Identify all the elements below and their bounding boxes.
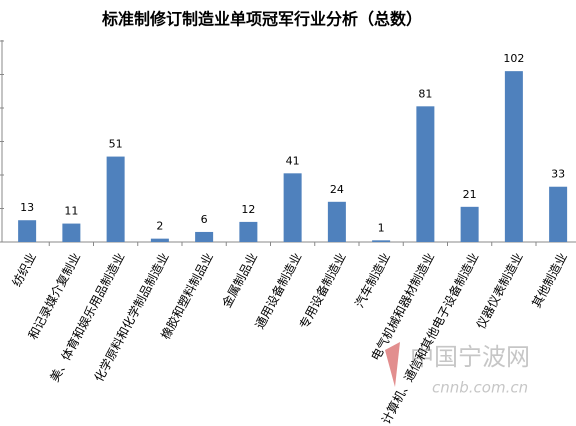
bar xyxy=(195,231,214,242)
value-label: 1 xyxy=(378,221,385,234)
bar xyxy=(150,238,169,242)
x-tick-label: 仪器仪表制造业 xyxy=(474,250,526,331)
value-label: 102 xyxy=(503,52,524,65)
value-label: 24 xyxy=(330,183,344,196)
watermark: 中国宁波网 cnnb.com.cn xyxy=(385,342,530,397)
chart-title: 标准制修订制造业单项冠军行业分析（总数） xyxy=(101,10,422,29)
bar xyxy=(549,186,568,242)
x-tick-label: 纺织业 xyxy=(10,250,39,288)
value-label: 41 xyxy=(286,154,300,167)
bar xyxy=(460,206,479,242)
x-tick-label: 通用设备制造业 xyxy=(253,250,305,331)
value-label: 21 xyxy=(463,188,477,201)
value-label: 33 xyxy=(551,168,565,181)
bar xyxy=(62,223,81,242)
bar xyxy=(18,220,37,242)
value-label: 12 xyxy=(241,203,255,216)
bar xyxy=(372,240,391,242)
x-tick-label: 其他制造业 xyxy=(529,250,570,310)
value-label: 81 xyxy=(418,87,432,100)
watermark-url: cnnb.com.cn xyxy=(432,379,528,397)
watermark-name: 中国宁波网 xyxy=(410,343,530,371)
x-tick-label: 化学原料和化学制品制造业 xyxy=(91,250,172,384)
value-label: 13 xyxy=(20,201,34,214)
x-tick-label: 汽车制造业 xyxy=(351,250,392,310)
bar xyxy=(283,173,302,242)
x-tick-label: 美、体育和娱乐用品制造业 xyxy=(47,250,128,384)
x-tick-label: 专用设备制造业 xyxy=(296,250,349,331)
value-label: 11 xyxy=(64,205,78,218)
value-label: 6 xyxy=(201,213,208,226)
bar xyxy=(327,201,346,242)
bar xyxy=(106,156,125,242)
watermark-logo xyxy=(385,342,400,387)
bar xyxy=(416,106,435,242)
value-label: 51 xyxy=(109,138,123,151)
bar xyxy=(239,221,258,242)
value-label: 2 xyxy=(156,220,163,233)
bar xyxy=(504,71,523,243)
x-tick-label: 金属制品业 xyxy=(219,250,260,310)
